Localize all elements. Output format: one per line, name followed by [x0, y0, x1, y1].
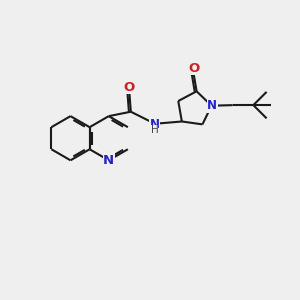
Text: H: H [151, 125, 158, 135]
Text: N: N [207, 99, 217, 112]
Text: N: N [103, 154, 114, 167]
Text: O: O [124, 81, 135, 94]
Text: N: N [149, 118, 159, 131]
Text: O: O [188, 62, 199, 75]
